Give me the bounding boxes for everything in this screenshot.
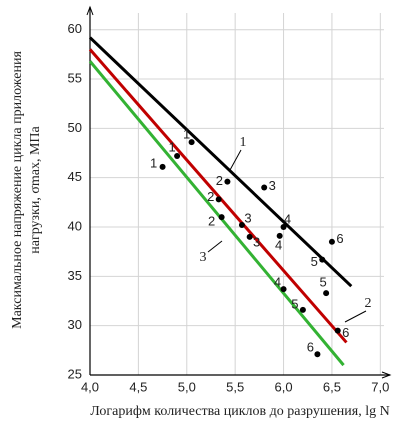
point-label: 1 — [183, 127, 190, 142]
data-point — [188, 139, 195, 146]
data-point — [174, 152, 181, 159]
x-tick-label: 5,0 — [178, 379, 196, 394]
data-point — [238, 222, 245, 229]
data-point — [159, 163, 166, 170]
axis-arrow — [86, 5, 94, 16]
y-axis-label: Максимальное напряжение цикла приложения — [10, 51, 25, 329]
point-label: 2 — [208, 214, 215, 229]
data-point — [299, 306, 306, 313]
point-label: 2 — [216, 173, 223, 188]
y-axis-label: нагрузки, σmax, МПа — [28, 125, 43, 253]
data-point — [334, 327, 341, 334]
callout-leader — [207, 240, 223, 253]
point-label: 5 — [291, 296, 298, 311]
y-tick-label: 40 — [68, 218, 82, 233]
point-label: 6 — [336, 231, 343, 246]
x-tick-label: 4,0 — [81, 379, 99, 394]
y-tick-label: 35 — [68, 268, 82, 283]
series-name: 2 — [365, 296, 372, 311]
series-line — [88, 48, 348, 344]
data-point — [328, 238, 335, 245]
x-axis-label: Логарифм количества циклов до разрушения… — [90, 404, 389, 419]
callout-leader — [344, 310, 367, 323]
series-line — [88, 36, 353, 288]
point-label: 6 — [307, 340, 314, 355]
y-tick-label: 55 — [68, 70, 82, 85]
data-point — [280, 286, 287, 293]
point-label: 3 — [269, 178, 276, 193]
point-label: 1 — [150, 155, 157, 170]
y-tick-label: 45 — [68, 169, 82, 184]
x-tick-label: 7,0 — [371, 379, 389, 394]
data-point — [323, 290, 330, 297]
callout-leader — [229, 149, 242, 171]
data-point — [314, 351, 321, 358]
axis-arrow — [381, 371, 392, 379]
point-label: 3 — [253, 234, 260, 249]
data-point — [224, 178, 231, 185]
point-label: 4 — [274, 275, 281, 290]
y-tick-label: 50 — [68, 120, 82, 135]
point-label: 4 — [275, 237, 282, 252]
data-point — [280, 224, 287, 231]
y-tick-label: 60 — [68, 21, 82, 36]
data-point — [218, 214, 225, 221]
point-label: 5 — [320, 275, 327, 290]
y-tick-label: 25 — [68, 366, 82, 381]
series-line — [88, 60, 345, 367]
data-point — [261, 184, 268, 191]
point-label: 3 — [244, 210, 251, 225]
point-label: 5 — [311, 254, 318, 269]
point-label: 1 — [168, 139, 175, 154]
x-tick-label: 5,5 — [226, 379, 244, 394]
x-tick-label: 4,5 — [129, 379, 147, 394]
x-tick-label: 6,5 — [323, 379, 341, 394]
series-name: 1 — [240, 135, 247, 150]
data-point — [246, 233, 253, 240]
y-tick-label: 30 — [68, 317, 82, 332]
point-label: 6 — [342, 325, 349, 340]
data-point — [215, 196, 222, 203]
point-label: 4 — [284, 211, 291, 226]
data-point — [276, 232, 283, 239]
data-point — [319, 256, 326, 263]
series-name: 3 — [200, 250, 207, 265]
x-tick-label: 6,0 — [275, 379, 293, 394]
point-label: 2 — [207, 189, 214, 204]
